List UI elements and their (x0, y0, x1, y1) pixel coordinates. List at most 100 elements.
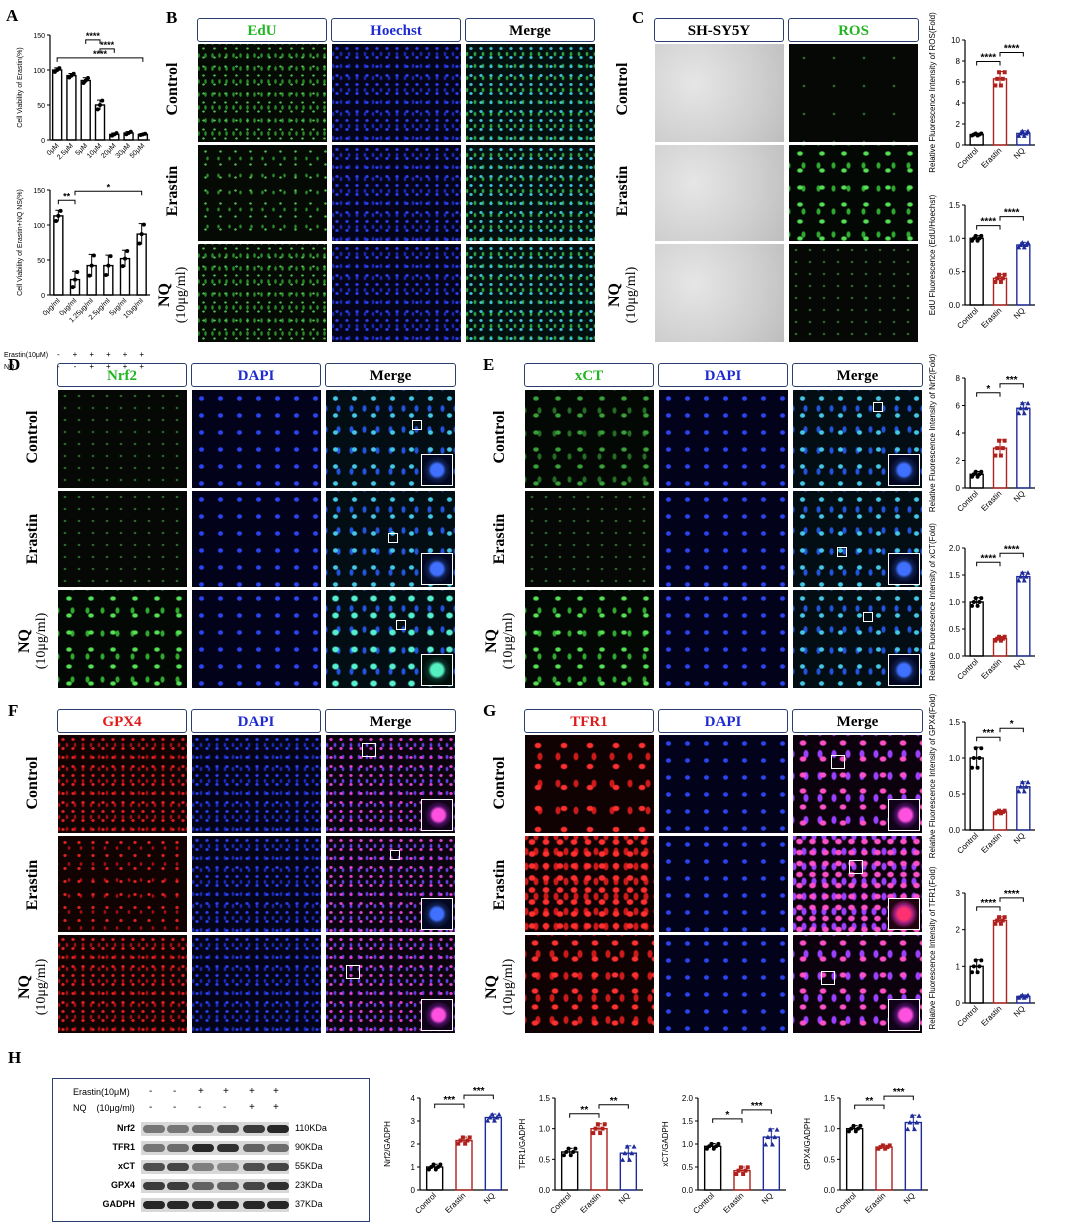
blot-nq-label: NQ (10μg/ml) (73, 1103, 135, 1113)
data-point-H1 (465, 1138, 470, 1143)
data-point-C1 (1016, 133, 1022, 138)
header-merge-f: Merge (325, 709, 456, 733)
x-tick-label-E1: Erastin (979, 489, 1003, 513)
significance-label-C1: **** (1004, 44, 1020, 55)
micro-c-bf-nq (654, 243, 785, 343)
y-tick-label-C1: 6 (956, 78, 961, 87)
y-tick-label-H2: 0.5 (539, 1155, 551, 1164)
y-tick-label-E1: 4 (956, 429, 961, 438)
x-tick-label-C2: NQ (1012, 306, 1027, 321)
blot-size-label: 90KDa (295, 1142, 323, 1152)
header-gpx4: GPX4 (57, 709, 187, 733)
data-point-E2 (1019, 570, 1025, 575)
data-point-E2 (1018, 574, 1024, 579)
micro-c-ros-erastin (788, 144, 919, 242)
y-tick-label-H2: 0.0 (539, 1186, 551, 1195)
panel-label-b: B (166, 8, 178, 27)
bar-A1 (51, 69, 63, 141)
header-merge-g: Merge (792, 709, 923, 733)
data-point-E2 (1023, 574, 1029, 579)
data-point-E1 (1023, 405, 1029, 411)
bar-A1 (80, 79, 91, 141)
panel-label-f: F (8, 701, 19, 720)
micro-c-bf-control (654, 43, 785, 143)
data-point-C1 (1000, 76, 1005, 81)
y-tick-label-G2: 0 (956, 999, 961, 1008)
header-shsy5y: SH-SY5Y (654, 18, 784, 42)
data-point-A2 (106, 263, 111, 268)
blot-strip (141, 1198, 289, 1212)
y-axis-label-C2: EdU Fluorescence (EdU/Hoechst) (928, 194, 937, 315)
significance-bracket-H1 (463, 1094, 494, 1100)
significance-label-H3: * (725, 1110, 729, 1121)
significance-bracket-C1 (976, 61, 1001, 66)
micro-e-dapi-erastin (658, 490, 789, 588)
data-point-A2 (89, 263, 94, 268)
data-point-H3 (774, 1127, 780, 1132)
y-tick-label-G1: 1.5 (949, 718, 961, 727)
data-point-H2 (622, 1150, 628, 1156)
y-axis-label-H3: xCT/GADPH (661, 1121, 670, 1167)
data-point-E1 (993, 453, 998, 458)
bar-H1 (484, 1116, 503, 1191)
panel-label-e: E (483, 355, 495, 374)
micro-b-hoechst-erastin (331, 144, 462, 242)
treatment-row-label: Erastin(10μM) (4, 352, 48, 359)
data-point-C1 (993, 83, 998, 88)
blot-band (192, 1163, 214, 1171)
significance-bracket-H2 (569, 1113, 600, 1118)
micro-c-ros-nq (788, 243, 919, 343)
treatment-sign: + (73, 350, 78, 359)
bar-H4 (845, 1127, 864, 1191)
data-point-C2 (997, 272, 1002, 277)
micro-d-merge-control (325, 389, 456, 489)
y-axis-label-C1: Relative Fluorescence Intensity of ROS(F… (928, 12, 937, 173)
data-point-C2 (993, 279, 998, 284)
data-point-G2 (1019, 992, 1025, 998)
y-tick-label-G1: 0.0 (949, 826, 961, 835)
significance-label-A1: **** (93, 49, 108, 59)
y-tick-label-H3: 2.0 (682, 1094, 694, 1103)
significance-label-E2: **** (1004, 544, 1020, 555)
significance-label-H2: ** (610, 1096, 618, 1107)
data-point-C2 (973, 233, 978, 238)
bar-G2 (992, 919, 1008, 1004)
x-tick-label-A1: 30μM (115, 142, 133, 160)
data-point-E1 (1018, 405, 1024, 411)
treatment-sign: - (57, 350, 60, 359)
significance-bracket-G2 (976, 906, 1001, 911)
blot-strip (141, 1179, 289, 1193)
blot-nq-sign: - (223, 1102, 227, 1113)
micro-f-dapi-erastin (191, 835, 322, 933)
y-axis-label-G1: Relative Fluorescence Intensity of GPX4(… (928, 693, 937, 858)
significance-label-E2: **** (981, 553, 997, 564)
blot-band (267, 1125, 289, 1133)
data-point-E1 (1021, 410, 1027, 416)
blot-erastin-sign: + (249, 1086, 255, 1097)
data-point-H4 (851, 1123, 856, 1128)
data-point-G1 (979, 746, 984, 751)
data-point-H1 (431, 1162, 436, 1167)
data-point-H4 (907, 1120, 913, 1125)
blot-nq-sign: + (249, 1102, 255, 1113)
x-tick-label-A1: 2.5μM (56, 142, 75, 161)
micro-g-tfr1-control (524, 734, 655, 834)
data-point-A2 (104, 273, 109, 278)
y-tick-label-A2: 150 (33, 188, 45, 195)
data-point-H4 (911, 1126, 917, 1132)
significance-bracket-H3 (712, 1118, 743, 1123)
y-axis-label-H1: Nrf2/GADPH (383, 1121, 392, 1167)
data-point-H2 (591, 1131, 596, 1136)
data-point-H4 (916, 1113, 922, 1118)
data-point-A1 (128, 129, 133, 134)
y-tick-label-H1: 4 (411, 1094, 416, 1103)
y-tick-label-H1: 0 (411, 1186, 416, 1195)
data-point-H3 (772, 1134, 778, 1140)
blot-erastin-label: Erastin(10μM) (73, 1087, 130, 1097)
data-point-C2 (995, 276, 1000, 281)
micro-f-dapi-nq (191, 934, 322, 1034)
data-point-H4 (849, 1126, 854, 1131)
blot-band (217, 1201, 239, 1209)
data-point-A1 (85, 75, 90, 80)
data-point-E2 (973, 596, 978, 601)
